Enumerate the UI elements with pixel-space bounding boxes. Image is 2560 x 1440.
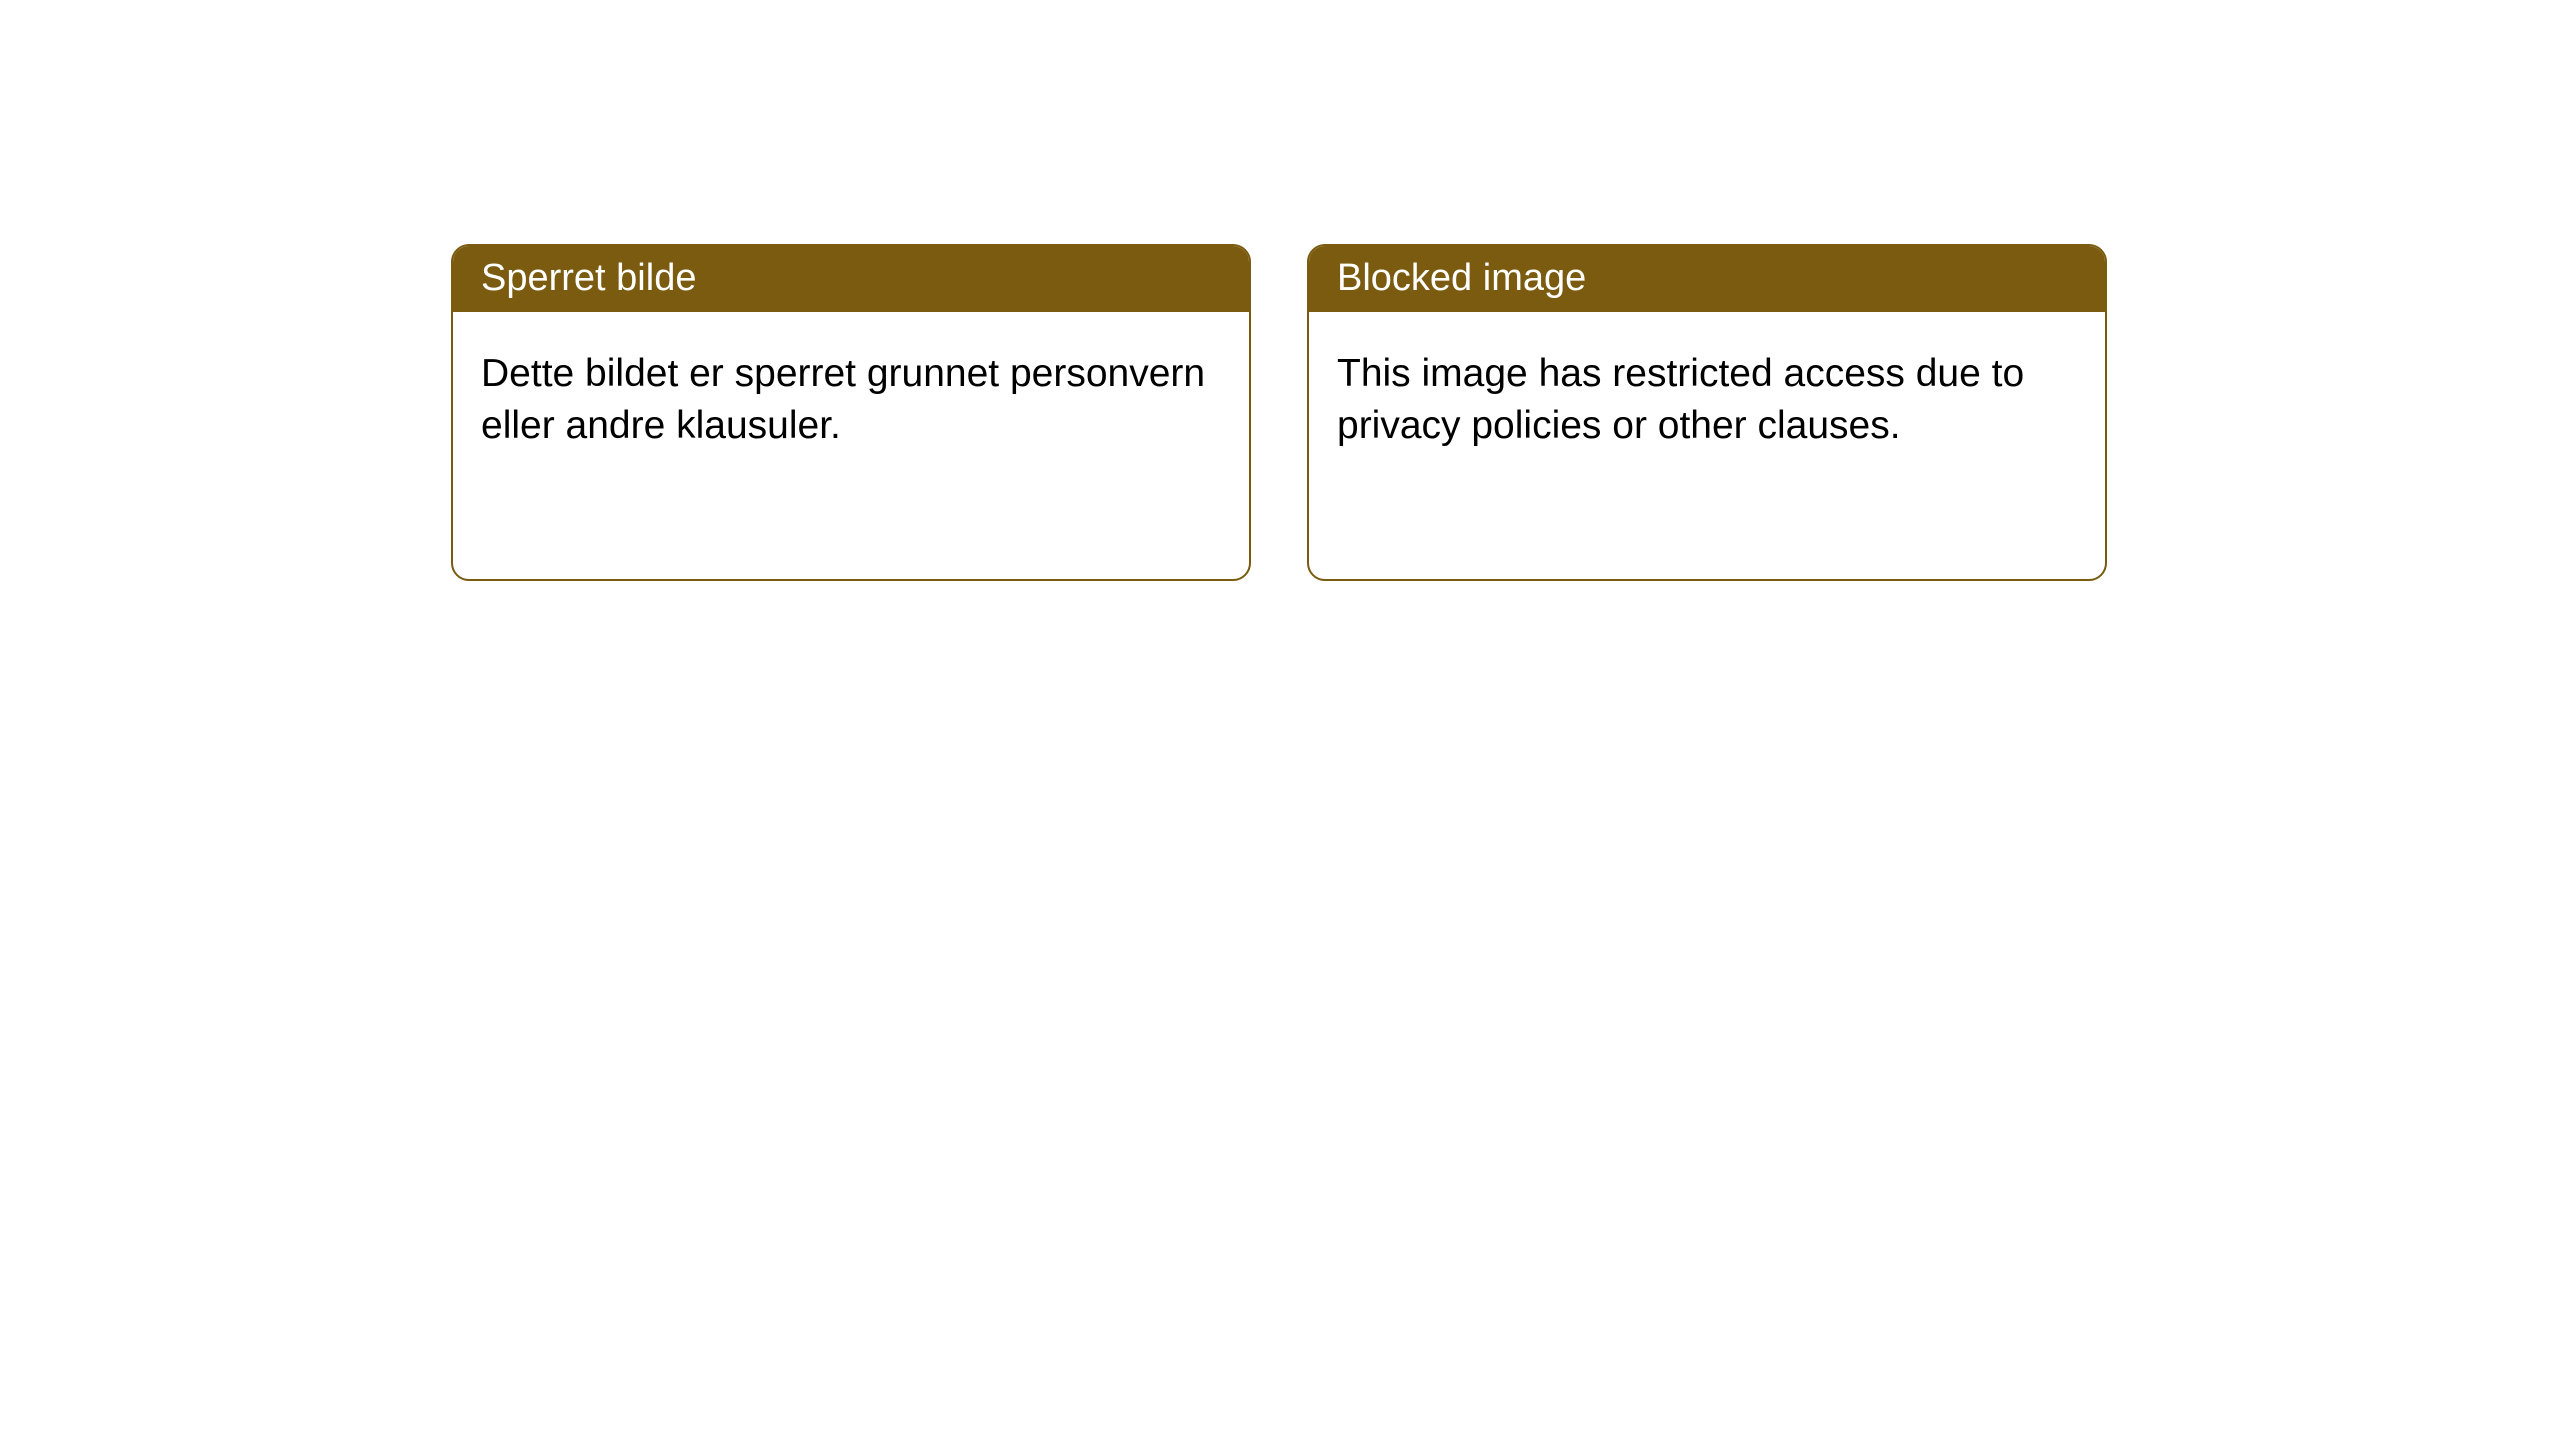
notice-card-body: This image has restricted access due to … (1309, 312, 2105, 489)
notice-card-body: Dette bildet er sperret grunnet personve… (453, 312, 1249, 489)
notice-card-no: Sperret bilde Dette bildet er sperret gr… (451, 244, 1251, 581)
notice-card-title: Sperret bilde (453, 246, 1249, 312)
notice-card-en: Blocked image This image has restricted … (1307, 244, 2107, 581)
notice-container: Sperret bilde Dette bildet er sperret gr… (451, 244, 2107, 581)
notice-card-title: Blocked image (1309, 246, 2105, 312)
